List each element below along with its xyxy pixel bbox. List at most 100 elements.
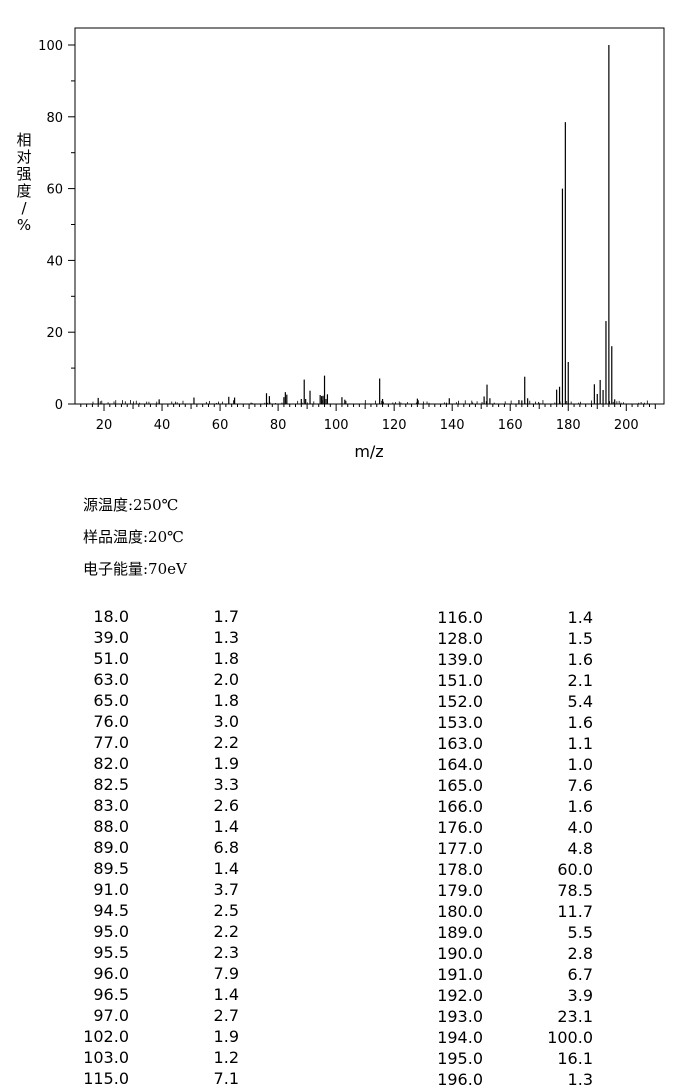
peak-intensity: 11.7 [557, 902, 593, 921]
peak-row: 163.0 1.1 [0, 734, 687, 755]
peak-intensity: 60.0 [557, 860, 593, 879]
peak-mz: 83.0 [93, 796, 129, 815]
peak-mz: 103.0 [83, 1048, 129, 1067]
peak-row: 91.0 3.7 [0, 880, 687, 901]
peak-intensity: 23.1 [557, 1007, 593, 1026]
y-tick-label: 20 [46, 326, 63, 341]
peak-intensity: 2.8 [567, 944, 593, 963]
plot-frame [74, 27, 665, 405]
peak-intensity: 2.1 [567, 671, 593, 690]
peak-mz: 63.0 [93, 670, 129, 689]
peak-mz: 116.0 [437, 608, 483, 627]
peak-intensity: 1.4 [213, 859, 239, 878]
peak-mz: 88.0 [93, 817, 129, 836]
peak-row: 39.0 1.3 [0, 628, 687, 649]
peak-row: 96.5 1.4 [0, 985, 687, 1006]
peak-row: 77.0 2.2 [0, 733, 687, 754]
peak-mz: 18.0 [93, 607, 129, 626]
peak-intensity: 5.4 [567, 692, 593, 711]
peak-mz: 82.0 [93, 754, 129, 773]
y-tick-label: 80 [46, 111, 63, 126]
peak-mz: 151.0 [437, 671, 483, 690]
peak-mz: 166.0 [437, 797, 483, 816]
y-axis-title-char: / [21, 199, 27, 217]
peak-row: 189.0 5.5 [0, 923, 687, 944]
peak-mz: 193.0 [437, 1007, 483, 1026]
peak-row: 152.0 5.4 [0, 692, 687, 713]
peak-intensity: 1.6 [567, 713, 593, 732]
peak-mz: 96.5 [93, 985, 129, 1004]
peak-row: 177.0 4.8 [0, 839, 687, 860]
x-axis: 20 40 60 80 100 120 140 160 180 200 [80, 404, 656, 433]
x-tick-label: 40 [154, 418, 171, 433]
x-tick-label: 200 [614, 418, 639, 433]
peak-row: 166.0 1.6 [0, 797, 687, 818]
peak-intensity: 1.4 [567, 608, 593, 627]
sample-temperature: 样品温度:20℃ [83, 528, 184, 546]
peak-row: 95.5 2.3 [0, 943, 687, 964]
peak-row: 192.0 3.9 [0, 986, 687, 1007]
peak-intensity: 1.2 [213, 1048, 239, 1067]
peak-row: 179.0 78.5 [0, 881, 687, 902]
peak-intensity: 1.9 [213, 1027, 239, 1046]
peak-intensity: 7.6 [567, 776, 593, 795]
peak-row: 18.0 1.7 [0, 607, 687, 628]
peak-intensity: 6.8 [213, 838, 239, 857]
peak-intensity: 6.7 [567, 965, 593, 984]
peak-row: 82.5 3.3 [0, 775, 687, 796]
peak-intensity: 1.9 [213, 754, 239, 773]
peak-intensity: 1.4 [213, 985, 239, 1004]
y-axis-title-char: 度 [16, 182, 32, 200]
peak-intensity: 3.7 [213, 880, 239, 899]
peak-row: 180.0 11.7 [0, 902, 687, 923]
peak-mz: 39.0 [93, 628, 129, 647]
peak-mz: 153.0 [437, 713, 483, 732]
x-tick-label: 20 [96, 418, 113, 433]
peak-intensity: 7.9 [213, 964, 239, 983]
peak-intensity: 1.6 [567, 797, 593, 816]
peak-mz: 51.0 [93, 649, 129, 668]
peak-mz: 91.0 [93, 880, 129, 899]
peak-intensity: 1.5 [567, 629, 593, 648]
peak-mz: 89.0 [93, 838, 129, 857]
baseline-noise-group [92, 400, 648, 404]
y-axis-title-char: 相 [16, 131, 32, 149]
peak-intensity: 1.3 [213, 628, 239, 647]
peak-row: 102.0 1.9 [0, 1027, 687, 1048]
peak-mz: 190.0 [437, 944, 483, 963]
peak-mz: 165.0 [437, 776, 483, 795]
peak-mz: 94.5 [93, 901, 129, 920]
y-tick-label: 60 [46, 183, 63, 198]
peak-mz: 65.0 [93, 691, 129, 710]
peak-intensity: 2.0 [213, 670, 239, 689]
peak-mz: 95.5 [93, 943, 129, 962]
peak-intensity: 3.0 [213, 712, 239, 731]
peak-row: 193.0 23.1 [0, 1007, 687, 1028]
peak-row: 139.0 1.6 [0, 650, 687, 671]
peak-mz: 191.0 [437, 965, 483, 984]
peak-mz: 82.5 [93, 775, 129, 794]
peak-intensity: 100.0 [547, 1028, 593, 1047]
peak-intensity: 2.6 [213, 796, 239, 815]
peak-intensity: 2.2 [213, 733, 239, 752]
peak-row: 116.0 1.4 [0, 608, 687, 629]
peak-intensity: 78.5 [557, 881, 593, 900]
peak-mz: 192.0 [437, 986, 483, 1005]
peak-row: 153.0 1.6 [0, 713, 687, 734]
peak-row: 128.0 1.5 [0, 629, 687, 650]
x-tick-label: 80 [270, 418, 287, 433]
peak-row: 95.0 2.2 [0, 922, 687, 943]
peak-mz: 95.0 [93, 922, 129, 941]
peak-row: 191.0 6.7 [0, 965, 687, 986]
peak-intensity: 1.3 [567, 1070, 593, 1089]
y-axis-title-char: 对 [16, 148, 32, 166]
peak-mz: 189.0 [437, 923, 483, 942]
electron-energy: 电子能量:70eV [83, 560, 187, 578]
peak-row: 82.0 1.9 [0, 754, 687, 775]
peak-row: 176.0 4.0 [0, 818, 687, 839]
peak-intensity: 16.1 [557, 1049, 593, 1068]
peak-intensity: 1.8 [213, 691, 239, 710]
peak-row: 83.0 2.6 [0, 796, 687, 817]
peak-intensity: 1.7 [213, 607, 239, 626]
peak-mz: 102.0 [83, 1027, 129, 1046]
